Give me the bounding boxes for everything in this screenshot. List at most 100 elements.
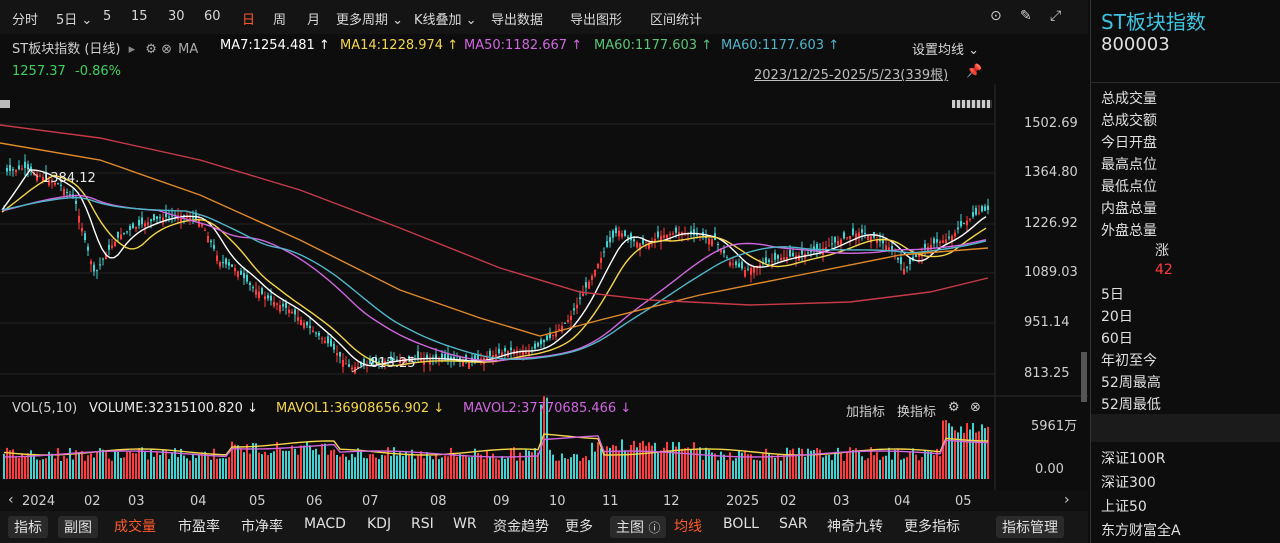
tab-15min[interactable]: 15: [131, 9, 148, 24]
volume-bar: [966, 423, 968, 479]
candle-body: [903, 268, 905, 275]
volume-bar: [27, 453, 29, 479]
tab-more[interactable]: 更多: [565, 519, 593, 535]
volume-bar: [132, 452, 134, 479]
volume-bar: [771, 455, 773, 479]
tab-ma[interactable]: 均线: [674, 519, 702, 535]
candle-body: [720, 248, 722, 253]
subchart-button[interactable]: 副图: [58, 516, 98, 538]
candle-body: [75, 200, 77, 204]
ma60-value-2: MA60:1177.603 ↑: [721, 38, 840, 53]
volume-bar: [660, 450, 662, 479]
tab-pe[interactable]: 市盈率: [178, 519, 220, 535]
chevron-circle-icon[interactable]: ⊙: [990, 8, 1002, 24]
left-scroll-handle[interactable]: [0, 100, 10, 108]
tab-pb[interactable]: 市净率: [241, 519, 283, 535]
close-icon[interactable]: ⊗: [970, 400, 981, 415]
candle-body: [357, 366, 359, 369]
legend-arrow-icon[interactable]: ▸: [128, 42, 136, 57]
index-item[interactable]: 东方财富全A: [1101, 523, 1181, 539]
index-item[interactable]: 深证100R: [1101, 451, 1166, 467]
tab-boll[interactable]: BOLL: [723, 516, 759, 532]
tab-timeshare[interactable]: 分时: [12, 13, 39, 28]
indicator-button[interactable]: 指标: [8, 516, 48, 538]
add-indicator-button[interactable]: 加指标: [846, 405, 886, 420]
volume-bar: [747, 454, 749, 479]
tab-magic-nine[interactable]: 神奇九转: [827, 519, 883, 535]
brush-icon[interactable]: ✎: [1020, 8, 1032, 24]
volume-bar: [885, 455, 887, 479]
main-chart-button[interactable]: 主图 ⓘ: [610, 516, 667, 538]
candle-body: [882, 239, 884, 244]
volume-bar: [657, 452, 659, 479]
scroll-right-icon[interactable]: ›: [1064, 492, 1070, 508]
settings-icon[interactable]: ⚙: [948, 400, 960, 415]
vertical-scrollbar[interactable]: [1081, 352, 1087, 402]
low-arrow: [351, 363, 367, 373]
volume-bar: [270, 452, 272, 479]
volume-bar: [789, 450, 791, 479]
candle-body: [282, 304, 284, 307]
volume-bar: [870, 447, 872, 479]
kline-overlay-dropdown[interactable]: K线叠加 ⌄: [414, 13, 477, 28]
tab-fund-trend[interactable]: 资金趋势: [493, 519, 549, 535]
tab-rsi[interactable]: RSI: [411, 516, 434, 532]
right-scroll-handle[interactable]: [952, 100, 992, 108]
candle-body: [945, 239, 947, 244]
ma60-line: [1, 196, 987, 360]
candle-body: [567, 320, 569, 322]
tab-weekly[interactable]: 周: [273, 13, 287, 28]
tab-60min[interactable]: 60: [204, 9, 221, 24]
candle-body: [12, 169, 14, 171]
candle-body: [942, 240, 944, 243]
tab-more-indicators[interactable]: 更多指标: [904, 519, 960, 535]
candle-body: [708, 238, 710, 245]
settings-icon[interactable]: ⚙: [145, 42, 157, 57]
date-range[interactable]: 2023/12/25-2025/5/23(339根): [754, 68, 949, 83]
tab-kdj[interactable]: KDJ: [367, 516, 392, 532]
scroll-left-icon[interactable]: ‹: [8, 492, 14, 508]
volume-bar: [198, 455, 200, 479]
volume-bar: [720, 451, 722, 479]
candle-body: [672, 233, 674, 235]
tab-monthly[interactable]: 月: [307, 13, 321, 28]
candle-body: [870, 236, 872, 243]
pin-icon[interactable]: 📌: [966, 64, 983, 79]
volume-bar: [714, 453, 716, 479]
tab-30min[interactable]: 30: [168, 9, 185, 24]
tab-daily[interactable]: 日: [242, 13, 256, 28]
candle-body: [453, 356, 455, 361]
tab-sar[interactable]: SAR: [779, 516, 808, 532]
set-ma-dropdown[interactable]: 设置均线 ⌄: [912, 43, 980, 58]
volume-bar: [465, 455, 467, 479]
fullscreen-icon[interactable]: ⤢: [1050, 8, 1062, 24]
export-chart-button[interactable]: 导出图形: [570, 13, 623, 28]
candle-body: [129, 226, 131, 230]
candle-body: [264, 296, 266, 300]
index-item[interactable]: 上证50: [1101, 499, 1147, 515]
volume-bar: [459, 454, 461, 479]
more-periods-dropdown[interactable]: 更多周期 ⌄: [336, 13, 404, 28]
candle-body: [114, 241, 116, 247]
close-icon[interactable]: ⊗: [161, 42, 172, 57]
tab-volume[interactable]: 成交量: [114, 519, 156, 535]
switch-indicator-button[interactable]: 换指标: [897, 405, 937, 420]
indicator-manage-button[interactable]: 指标管理: [996, 516, 1064, 538]
tab-5min[interactable]: 5: [103, 9, 112, 24]
export-data-button[interactable]: 导出数据: [491, 13, 544, 28]
range-stats-button[interactable]: 区间统计: [650, 13, 703, 28]
index-item[interactable]: 深证300: [1101, 475, 1156, 491]
tab-macd[interactable]: MACD: [304, 516, 346, 532]
tab-wr[interactable]: WR: [453, 516, 477, 532]
volume-bar: [348, 460, 350, 479]
kline-chart[interactable]: [0, 0, 1088, 543]
tab-5day[interactable]: 5日 ⌄: [56, 13, 93, 28]
volume-bar: [504, 458, 506, 479]
volume-bar: [576, 454, 578, 479]
volume-bar: [606, 446, 608, 479]
volume-bar: [723, 454, 725, 479]
candle-body: [588, 281, 590, 289]
candle-body: [909, 258, 911, 264]
candle-body: [480, 358, 482, 360]
candle-body: [693, 229, 695, 235]
